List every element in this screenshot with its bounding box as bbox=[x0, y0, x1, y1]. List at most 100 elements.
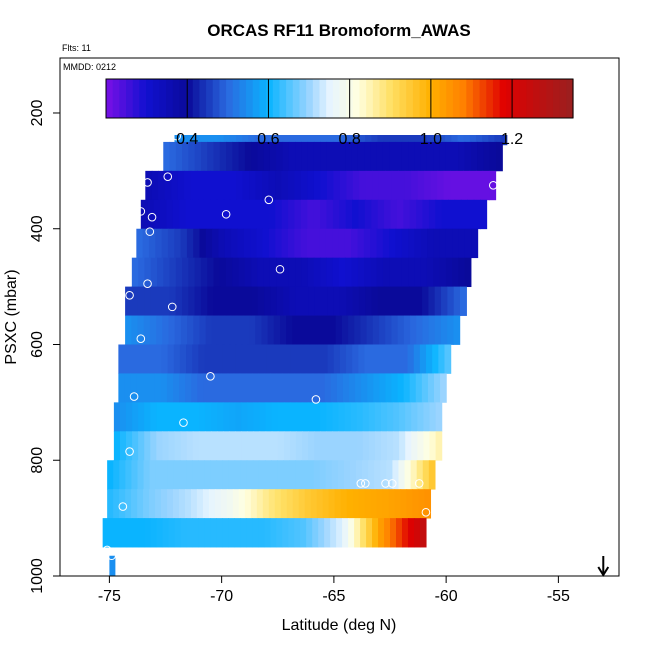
heatmap-cell bbox=[156, 315, 163, 345]
heatmap-cell bbox=[179, 344, 187, 374]
heatmap-cell bbox=[395, 228, 403, 259]
heatmap-cell bbox=[300, 373, 308, 403]
heatmap-cell bbox=[226, 489, 234, 519]
heatmap-cell bbox=[399, 431, 406, 461]
heatmap-cell bbox=[304, 489, 312, 519]
heatmap-cell bbox=[302, 286, 309, 316]
colorbar-cell bbox=[172, 79, 180, 118]
heatmap-cell bbox=[424, 170, 432, 201]
heatmap-cell bbox=[166, 199, 174, 230]
heatmap-cell bbox=[264, 286, 272, 316]
heatmap-cell bbox=[174, 402, 182, 432]
heatmap-cell bbox=[249, 199, 257, 230]
heatmap-cell bbox=[264, 518, 271, 548]
heatmap-cell bbox=[364, 257, 371, 288]
colorbar-cell bbox=[312, 79, 321, 118]
heatmap-cell bbox=[435, 199, 443, 230]
colorbar-frame bbox=[105, 78, 574, 119]
colorbar-cell bbox=[132, 79, 140, 118]
heatmap-cell bbox=[348, 518, 355, 548]
heatmap-cell bbox=[264, 373, 271, 403]
heatmap-cell bbox=[192, 460, 199, 490]
sample-point bbox=[188, 548, 197, 558]
heatmap-cell bbox=[376, 344, 384, 374]
heatmap-cell bbox=[386, 460, 394, 490]
heatmap-cell bbox=[489, 170, 497, 201]
heatmap-cell bbox=[266, 344, 273, 374]
heatmap-cell bbox=[382, 344, 390, 374]
heatmap-cell bbox=[155, 489, 162, 519]
heatmap-cell bbox=[295, 402, 303, 432]
heatmap-cell bbox=[427, 228, 434, 259]
heatmap-cell bbox=[414, 228, 422, 259]
heatmap-cell bbox=[405, 402, 412, 432]
heatmap-cell bbox=[281, 199, 289, 230]
heatmap-cell bbox=[167, 228, 175, 259]
heatmap-cell bbox=[173, 460, 181, 490]
heatmap-cell bbox=[167, 489, 174, 519]
heatmap-cell bbox=[398, 170, 406, 201]
heatmap-cell bbox=[413, 344, 421, 374]
heatmap-cell bbox=[204, 460, 211, 490]
heatmap-cell bbox=[448, 199, 456, 230]
heatmap-cell bbox=[408, 257, 415, 288]
heatmap-cell bbox=[428, 199, 436, 230]
heatmap-cell bbox=[332, 431, 340, 461]
heatmap-cell bbox=[422, 460, 430, 490]
heatmap-cell bbox=[464, 141, 472, 172]
heatmap-cell bbox=[434, 286, 442, 316]
heatmap-cell bbox=[186, 431, 194, 461]
heatmap-cell bbox=[162, 315, 170, 345]
heatmap-cell bbox=[441, 199, 449, 230]
heatmap-cell bbox=[282, 373, 289, 403]
heatmap-cell bbox=[292, 489, 300, 519]
heatmap-cell bbox=[407, 518, 415, 548]
heatmap-cell bbox=[235, 344, 243, 374]
heatmap-cell bbox=[217, 431, 224, 461]
heatmap-cell bbox=[295, 286, 303, 316]
heatmap-cell bbox=[137, 489, 144, 519]
heatmap-cell bbox=[427, 373, 435, 403]
heatmap-cell bbox=[362, 402, 370, 432]
y-axis: 200 400 600 800 1000 bbox=[29, 100, 61, 594]
heatmap-cell bbox=[294, 228, 302, 259]
heatmap-cell bbox=[393, 431, 400, 461]
colorbar-cell bbox=[392, 79, 401, 118]
heatmap-cell bbox=[148, 228, 156, 259]
heatmap-cell bbox=[435, 431, 443, 461]
heatmap-cell bbox=[358, 344, 366, 374]
heatmap-cell bbox=[376, 257, 384, 288]
sample-points-layer bbox=[102, 97, 523, 561]
heatmap-cell bbox=[283, 402, 291, 432]
heatmap-cell bbox=[458, 228, 466, 259]
heatmap-cell bbox=[151, 170, 159, 201]
heatmap-cell bbox=[270, 518, 277, 548]
heatmap-cell bbox=[288, 257, 296, 288]
heatmap-cell bbox=[396, 518, 403, 548]
heatmap-cell bbox=[416, 199, 424, 230]
heatmap-cell bbox=[397, 373, 405, 403]
heatmap-cell bbox=[262, 489, 270, 519]
sample-point bbox=[118, 502, 128, 511]
sample-point bbox=[102, 545, 112, 555]
heatmap-cell bbox=[164, 170, 172, 201]
heatmap-cell bbox=[179, 373, 186, 403]
heatmap-cell bbox=[271, 431, 279, 461]
heatmap-cell bbox=[253, 344, 261, 374]
heatmap-cell bbox=[300, 228, 308, 259]
heatmap-cell bbox=[370, 489, 378, 519]
colorbar-cell bbox=[359, 79, 367, 118]
heatmap-cell bbox=[385, 315, 393, 345]
heatmap-cell bbox=[327, 344, 335, 374]
heatmap-cell bbox=[241, 344, 249, 374]
heatmap-cell bbox=[327, 286, 335, 316]
sample-point bbox=[381, 479, 390, 488]
heatmap-cell bbox=[169, 141, 177, 172]
heatmap-cell bbox=[219, 141, 227, 172]
heatmap-cell bbox=[175, 286, 183, 316]
colorbar-cell bbox=[246, 79, 254, 118]
heatmap-cell bbox=[282, 141, 290, 172]
heatmap-cell bbox=[180, 228, 188, 259]
heatmap-cell bbox=[326, 199, 334, 230]
heatmap-cell bbox=[471, 228, 479, 259]
